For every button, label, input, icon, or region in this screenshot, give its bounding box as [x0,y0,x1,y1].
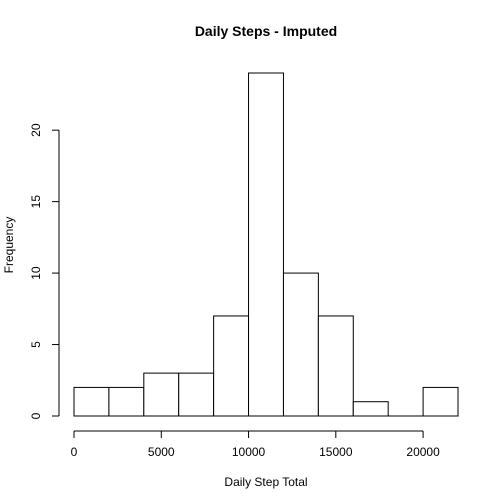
y-tick-label: 5 [29,341,43,348]
histogram-bar [178,372,215,417]
histogram-bar [248,72,284,417]
histogram-bar [213,315,250,417]
y-axis: 0 5 10 15 20 [29,123,60,419]
histogram-bar [143,372,180,417]
histogram-bar [422,386,459,417]
x-tick-label: 15000 [319,445,353,459]
x-tick-label: 20000 [406,445,440,459]
y-axis-label: Frequency [2,217,16,274]
histogram-bar [282,272,319,417]
x-tick-label: 0 [71,445,78,459]
histogram-bar [317,315,354,417]
x-tick-label: 10000 [232,445,266,459]
histogram-bar [108,386,145,417]
y-tick-label: 0 [29,412,43,419]
x-tick-label: 5000 [148,445,175,459]
x-axis: 0 5000 10000 15000 20000 [71,430,440,459]
bars-group [73,72,459,417]
histogram-bar [352,401,389,417]
y-tick-label: 15 [29,195,43,209]
histogram-bar [73,386,110,417]
chart-title: Daily Steps - Imputed [195,23,337,39]
x-axis-label: Daily Step Total [224,475,307,489]
y-tick-label: 20 [29,123,43,137]
y-tick-label: 10 [29,266,43,280]
